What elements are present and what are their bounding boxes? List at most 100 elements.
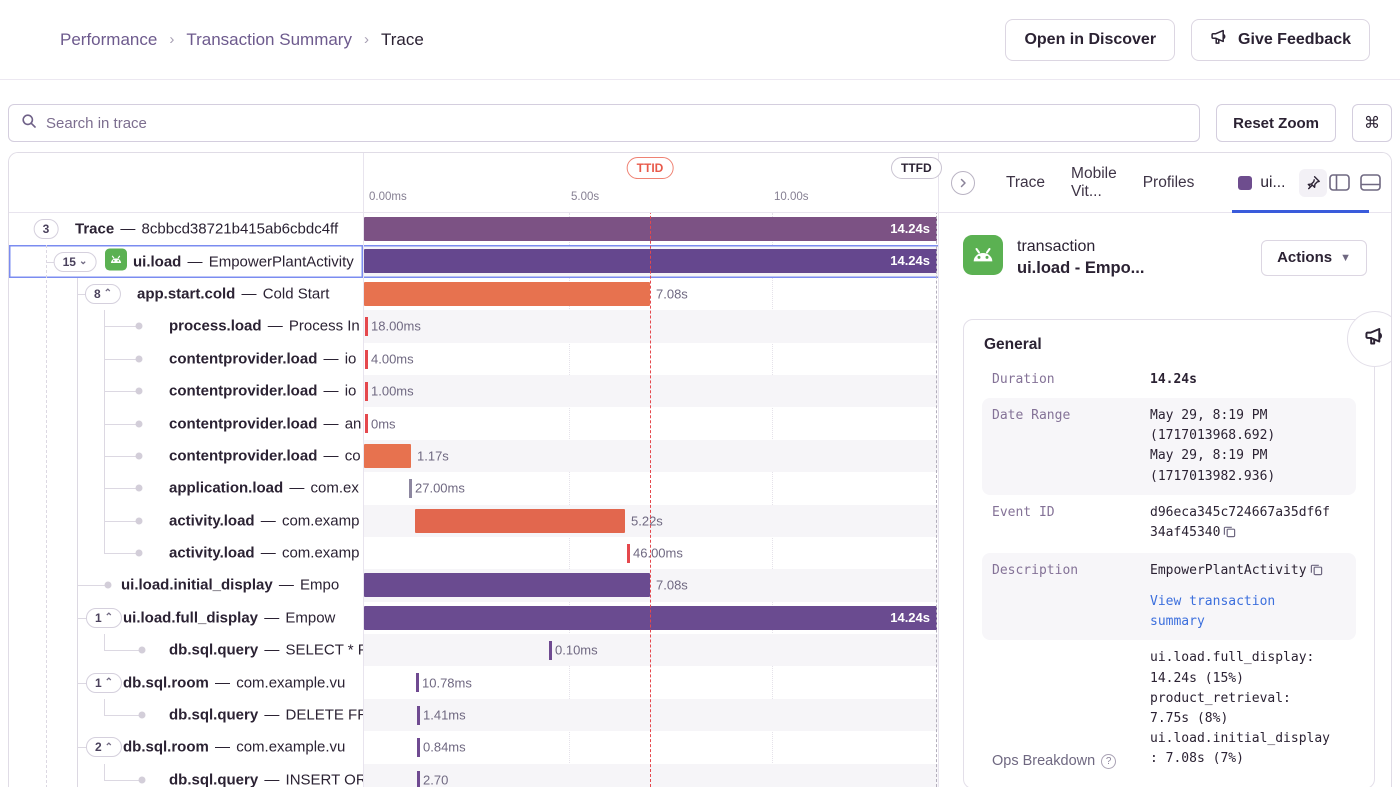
tab-trace[interactable]: Trace: [1006, 173, 1046, 191]
trace-tree-row[interactable]: process.load — Process In: [9, 310, 363, 342]
trace-tree-row[interactable]: db.sql.query — SELECT * F: [9, 634, 363, 666]
span-duration: 14.24s: [890, 609, 930, 625]
breadcrumb-performance[interactable]: Performance: [60, 29, 158, 49]
span-duration: 0.10ms: [555, 642, 598, 658]
trace-tree-row[interactable]: 2 ⌃ db.sql.room — com.example.vu: [9, 731, 363, 763]
trace-tree-row[interactable]: 3 Trace — 8cbbcd38721b415ab6cbdc4ff: [9, 213, 363, 245]
trace-tree-row[interactable]: contentprovider.load — io: [9, 375, 363, 407]
trace-tree-row[interactable]: 1 ⌃ db.sql.room — com.example.vu: [9, 666, 363, 698]
trace-tree-row[interactable]: 1 ⌃ ui.load.full_display — Empow: [9, 602, 363, 634]
waterfall-row[interactable]: 7.08s: [364, 569, 938, 602]
expand-drawer-icon[interactable]: [951, 170, 975, 195]
span-count-chip[interactable]: 8 ⌃: [84, 283, 122, 304]
span-tick[interactable]: [365, 414, 368, 434]
span-tick[interactable]: [417, 738, 420, 758]
waterfall-row[interactable]: 2.70: [364, 763, 938, 787]
search-input[interactable]: [46, 114, 1188, 132]
trace-tree-row[interactable]: activity.load — com.examp: [9, 505, 363, 537]
breadcrumb-transaction-summary[interactable]: Transaction Summary: [186, 29, 352, 49]
reset-zoom-button[interactable]: Reset Zoom: [1216, 104, 1336, 142]
span-dot: [135, 387, 143, 395]
waterfall-row[interactable]: 14.24s: [364, 245, 938, 278]
span-count-chip[interactable]: 2 ⌃: [85, 737, 123, 758]
span-tick[interactable]: [365, 381, 368, 401]
span-bar[interactable]: [364, 443, 411, 468]
trace-tree-row[interactable]: db.sql.query — DELETE FR: [9, 699, 363, 731]
span-duration: 0ms: [371, 416, 396, 432]
span-label: contentprovider.load — an: [169, 415, 362, 433]
waterfall-row[interactable]: 1.00ms: [364, 374, 938, 408]
trace-toolbar: Reset Zoom ⌘: [0, 80, 1400, 152]
layout-right-panel-icon[interactable]: [1391, 174, 1392, 191]
layout-left-panel-icon[interactable]: [1329, 174, 1351, 191]
feedback-float-button[interactable]: [1347, 311, 1391, 367]
span-label: contentprovider.load — io: [169, 350, 357, 368]
span-tick[interactable]: [417, 770, 420, 787]
waterfall-row[interactable]: 4.00ms: [364, 343, 938, 375]
span-bar[interactable]: [415, 508, 625, 533]
breadcrumb-separator: ›: [363, 31, 369, 48]
waterfall-row[interactable]: 5.22s: [364, 504, 938, 537]
give-feedback-button[interactable]: Give Feedback: [1191, 18, 1370, 61]
span-duration: 4.00ms: [371, 351, 414, 367]
span-tick[interactable]: [627, 543, 630, 563]
span-bar[interactable]: [364, 281, 650, 306]
span-count-chip[interactable]: 1 ⌃: [85, 672, 123, 693]
span-count-chip[interactable]: 15 ⌄: [53, 251, 97, 272]
tab-profiles[interactable]: Profiles: [1142, 173, 1195, 191]
transaction-name: ui.load - Empo...: [1017, 258, 1145, 277]
trace-tree-row[interactable]: ui.load.initial_display — Empo: [9, 569, 363, 601]
span-tick[interactable]: [416, 673, 419, 693]
waterfall-row[interactable]: 7.08s: [364, 278, 938, 310]
ttfd-line: [936, 181, 937, 787]
span-dot: [138, 711, 146, 719]
tab-mobile-vitals[interactable]: Mobile Vit...: [1071, 164, 1117, 200]
copy-icon[interactable]: [1310, 563, 1323, 583]
span-tick[interactable]: [365, 349, 368, 369]
waterfall-row[interactable]: 14.24s: [364, 213, 938, 245]
waterfall-row[interactable]: 0.10ms: [364, 634, 938, 667]
trace-tree-row[interactable]: contentprovider.load — co: [9, 440, 363, 472]
waterfall-row[interactable]: 46.00ms: [364, 537, 938, 569]
app-header: Performance › Transaction Summary › Trac…: [0, 0, 1400, 80]
tree-connector: [46, 261, 57, 263]
shortcuts-button[interactable]: ⌘: [1352, 104, 1392, 142]
trace-tree-row[interactable]: application.load — com.ex: [9, 472, 363, 504]
tree-connector: [104, 488, 136, 490]
trace-tree-row[interactable]: activity.load — com.examp: [9, 537, 363, 569]
waterfall-row[interactable]: 14.24s: [364, 602, 938, 634]
waterfall-row[interactable]: 18.00ms: [364, 310, 938, 343]
span-tick[interactable]: [365, 317, 368, 337]
span-dot: [135, 355, 143, 363]
waterfall-row[interactable]: 27.00ms: [364, 472, 938, 504]
help-icon[interactable]: ?: [1101, 754, 1117, 770]
trace-tree-row[interactable]: db.sql.query — INSERT OR: [9, 764, 363, 787]
layout-bottom-panel-icon[interactable]: [1360, 174, 1382, 191]
span-tick[interactable]: [549, 641, 552, 661]
waterfall-row[interactable]: 10.78ms: [364, 666, 938, 698]
trace-tree-row[interactable]: contentprovider.load — io: [9, 343, 363, 375]
trace-tree-row[interactable]: 15 ⌄ ui.load — EmpowerPlantActivity: [9, 245, 363, 277]
ttfd-badge[interactable]: TTFD: [891, 157, 942, 179]
span-tick[interactable]: [417, 705, 420, 725]
span-label: application.load — com.ex: [169, 479, 359, 497]
ttid-badge[interactable]: TTID: [626, 157, 674, 179]
trace-tree-row[interactable]: contentprovider.load — an: [9, 407, 363, 439]
span-count-chip[interactable]: 3: [33, 219, 59, 240]
waterfall-row[interactable]: 1.41ms: [364, 698, 938, 732]
actions-button[interactable]: Actions ▼: [1261, 239, 1367, 276]
span-count-chip[interactable]: 1 ⌃: [85, 607, 123, 628]
span-tick[interactable]: [409, 479, 412, 499]
span-bar[interactable]: [364, 573, 650, 598]
copy-icon[interactable]: [1223, 525, 1236, 545]
view-transaction-summary-link[interactable]: View transaction summary: [1150, 594, 1276, 630]
tab-ui-load-active[interactable]: ui...: [1232, 153, 1370, 213]
pin-tab-button[interactable]: [1299, 168, 1328, 197]
trace-tree-row[interactable]: 8 ⌃ app.start.cold — Cold Start: [9, 278, 363, 310]
open-in-discover-button[interactable]: Open in Discover: [1005, 18, 1176, 61]
search-box[interactable]: [8, 104, 1201, 142]
waterfall-row[interactable]: 1.17s: [364, 439, 938, 473]
megaphone-icon: [1364, 327, 1386, 352]
waterfall-row[interactable]: 0.84ms: [364, 731, 938, 763]
waterfall-row[interactable]: 0ms: [364, 407, 938, 439]
